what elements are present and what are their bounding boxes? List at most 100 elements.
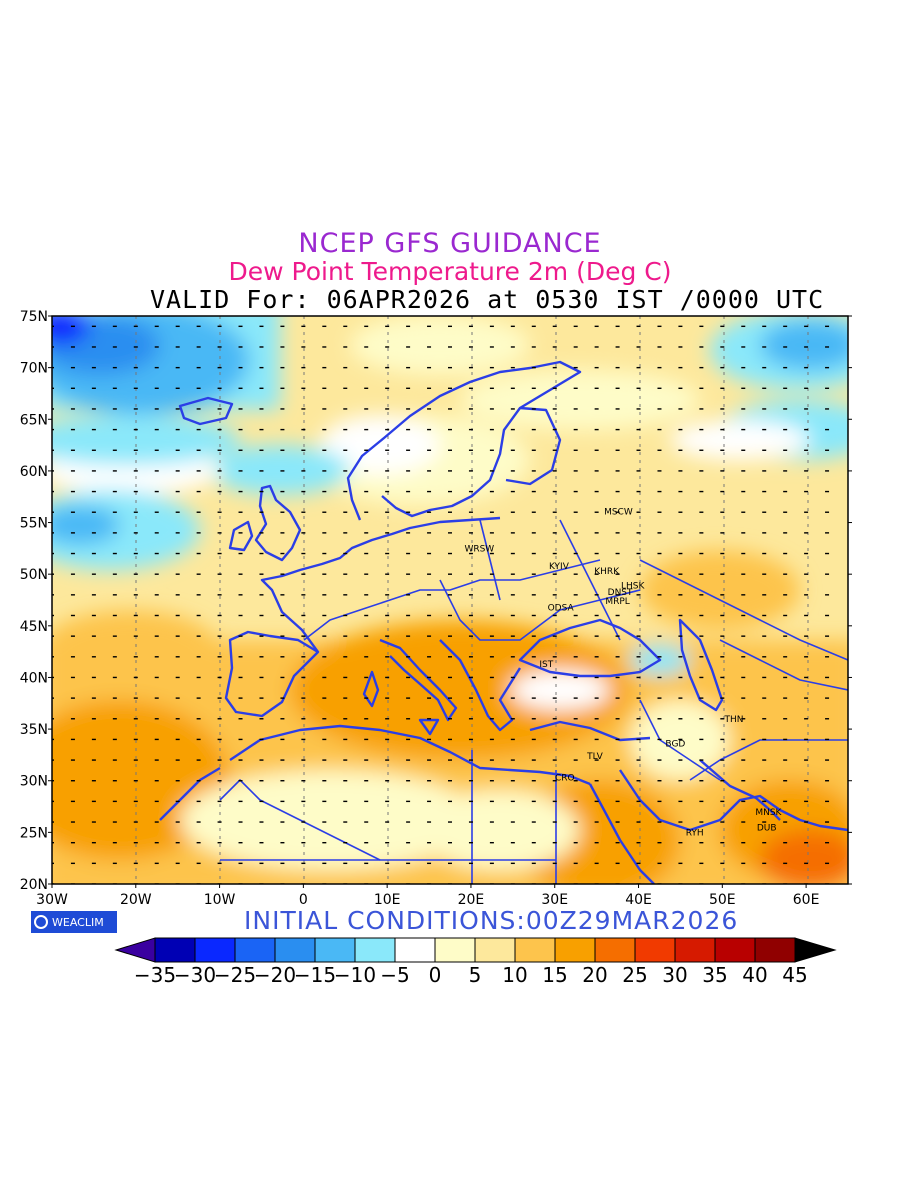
value-marker [259, 366, 264, 369]
value-marker [70, 511, 75, 513]
value-marker [133, 594, 138, 596]
value-marker [196, 449, 201, 451]
value-marker [510, 387, 515, 389]
value-marker [427, 428, 432, 431]
value-marker [427, 325, 432, 328]
value-marker [385, 697, 390, 699]
value-marker [783, 366, 788, 369]
value-marker [783, 821, 788, 823]
value-marker [196, 470, 201, 472]
value-marker [489, 366, 494, 369]
value-marker [217, 635, 222, 637]
value-marker [301, 656, 306, 658]
value-marker [825, 594, 830, 596]
value-marker [657, 408, 662, 410]
value-marker [489, 862, 494, 865]
value-marker [825, 614, 830, 617]
value-marker [133, 573, 138, 575]
value-marker [468, 325, 473, 328]
value-marker [70, 821, 75, 823]
value-marker [594, 387, 599, 389]
value-marker [280, 325, 285, 328]
value-marker [238, 862, 243, 865]
value-marker [301, 614, 306, 617]
value-marker [699, 552, 704, 555]
value-marker [615, 325, 620, 328]
value-marker [636, 656, 641, 658]
value-marker [804, 552, 809, 555]
value-marker [406, 780, 411, 782]
value-marker [573, 573, 578, 575]
value-marker [594, 325, 599, 328]
value-marker [552, 635, 557, 637]
value-marker [741, 470, 746, 472]
legend-tick-label: 30 [662, 963, 687, 987]
value-marker [552, 676, 557, 679]
legend-swatch [554, 937, 596, 963]
value-marker [552, 614, 557, 617]
value-marker [720, 635, 725, 637]
value-marker [804, 573, 809, 575]
value-marker [280, 718, 285, 720]
value-marker [280, 511, 285, 513]
value-marker [573, 470, 578, 472]
value-marker [91, 780, 96, 782]
value-marker [70, 862, 75, 865]
value-marker [280, 759, 285, 761]
value-marker [154, 697, 159, 699]
value-marker [489, 614, 494, 617]
value-marker [468, 635, 473, 637]
value-marker [448, 780, 452, 782]
value-marker [91, 862, 96, 865]
value-marker [322, 490, 327, 493]
value-marker [301, 780, 306, 782]
value-marker [552, 325, 557, 328]
value-marker [489, 780, 494, 782]
value-marker [238, 470, 243, 472]
value-marker [825, 490, 830, 493]
value-marker [91, 470, 96, 472]
value-marker [196, 428, 201, 431]
value-marker [385, 780, 390, 782]
value-marker [783, 697, 788, 699]
value-marker [133, 470, 138, 472]
value-marker [52, 862, 54, 865]
value-marker [657, 366, 662, 369]
value-marker [427, 573, 432, 575]
value-marker [91, 573, 96, 575]
value-marker [573, 387, 578, 389]
value-marker [322, 718, 327, 720]
value-marker [385, 511, 390, 513]
value-marker [196, 862, 201, 865]
value-marker [133, 862, 138, 865]
value-marker [468, 366, 473, 369]
value-marker [406, 656, 411, 658]
value-marker [448, 656, 452, 658]
value-marker [594, 841, 599, 844]
value-marker [343, 862, 348, 865]
lat-label: 75N [20, 309, 48, 325]
value-marker [154, 532, 159, 534]
value-marker [70, 780, 75, 782]
value-marker [615, 346, 620, 348]
value-marker [91, 366, 96, 369]
value-marker [510, 759, 515, 761]
value-marker [594, 594, 599, 596]
legend-swatch [234, 937, 276, 963]
value-marker [594, 532, 599, 534]
value-marker [385, 800, 390, 803]
value-marker [91, 594, 96, 596]
value-marker [154, 594, 159, 596]
value-marker [783, 387, 788, 389]
value-marker [594, 738, 599, 741]
lat-label: 65N [20, 412, 48, 428]
value-marker [259, 780, 264, 782]
value-marker [91, 511, 96, 513]
value-marker [280, 552, 285, 555]
value-marker [678, 594, 683, 596]
value-marker [217, 325, 222, 328]
value-marker [175, 759, 180, 761]
value-marker [615, 676, 620, 679]
value-marker [259, 635, 264, 637]
